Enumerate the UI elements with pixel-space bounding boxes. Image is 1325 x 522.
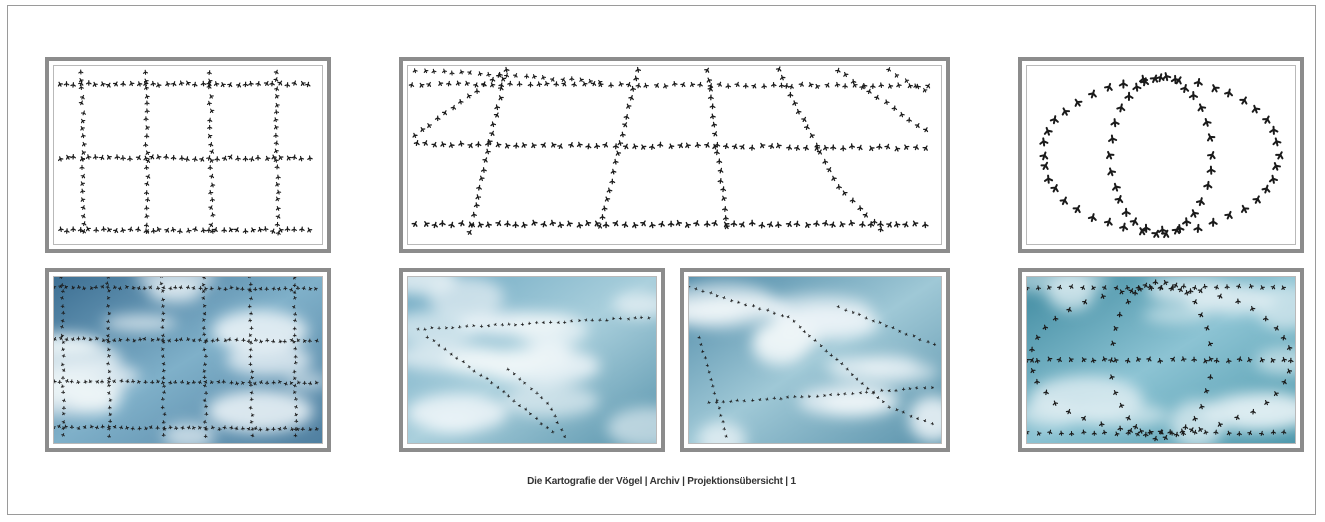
bird-line xyxy=(704,67,730,230)
bird-line xyxy=(506,367,567,438)
perspective-photo-left-image xyxy=(408,277,656,443)
bird-line xyxy=(697,335,728,438)
bird-line xyxy=(413,140,928,152)
bird-line xyxy=(775,66,884,233)
bird-line xyxy=(54,378,319,386)
bird-line xyxy=(273,69,282,236)
bird-line xyxy=(105,277,113,438)
grid-drawing-frame xyxy=(45,57,331,253)
bird-line xyxy=(54,424,319,432)
bird-line xyxy=(425,335,555,434)
bird-line xyxy=(54,336,319,344)
ring-photo-panel xyxy=(1026,276,1296,444)
ring-drawing-frame xyxy=(1018,57,1304,253)
perspective-drawing-image xyxy=(408,66,931,235)
grid-photo-image xyxy=(54,277,322,443)
bird-line xyxy=(596,66,642,229)
clouds xyxy=(689,281,941,443)
bird-line xyxy=(1108,279,1214,442)
ring-drawing-image xyxy=(1039,72,1284,239)
bird-line xyxy=(142,69,151,234)
bird-line xyxy=(58,153,313,162)
bird-line xyxy=(466,66,510,235)
perspective-photo-left-panel xyxy=(407,276,657,444)
perspective-drawing-panel xyxy=(407,65,942,245)
bird-line xyxy=(1027,283,1286,291)
bird-line xyxy=(411,219,929,229)
ring-photo-image xyxy=(1027,277,1295,443)
sheet: Die Kartografie der Vögel | Archiv | Pro… xyxy=(7,5,1316,515)
perspective-photo-right-panel xyxy=(688,276,942,444)
bird-line xyxy=(1027,356,1287,364)
bird-line xyxy=(412,71,503,139)
bird-line xyxy=(1027,429,1287,437)
clouds xyxy=(54,277,322,443)
bird-line xyxy=(57,80,311,88)
clouds xyxy=(1027,277,1295,443)
grid-drawing-image xyxy=(57,69,313,236)
bird-line xyxy=(835,67,929,133)
perspective-drawing-frame xyxy=(399,57,950,253)
bird-line xyxy=(412,68,603,85)
bird-line xyxy=(247,277,255,438)
bird-line xyxy=(886,67,928,93)
bird-line xyxy=(59,277,66,437)
grid-photo-frame xyxy=(45,268,331,452)
page-caption: Die Kartografie der Vögel | Archiv | Pro… xyxy=(527,476,796,487)
bird-line xyxy=(1029,285,1294,435)
bird-line xyxy=(408,80,931,90)
bird-line xyxy=(707,385,935,405)
perspective-photo-left-frame xyxy=(399,268,665,452)
perspective-photo-right-frame xyxy=(680,268,950,452)
bird-line xyxy=(78,69,87,234)
bird-line xyxy=(1039,73,1284,236)
bird-line xyxy=(689,284,934,426)
bird-line xyxy=(54,284,318,292)
grid-photo-panel xyxy=(53,276,323,444)
ring-photo-frame xyxy=(1018,268,1304,452)
bird-line xyxy=(159,277,167,437)
perspective-photo-right-image xyxy=(689,277,941,443)
bird-line xyxy=(1106,72,1216,239)
bird-line xyxy=(58,226,313,234)
bird-line xyxy=(836,305,937,346)
bird-line xyxy=(201,277,209,439)
grid-drawing-panel xyxy=(53,65,323,245)
ring-drawing-panel xyxy=(1026,65,1296,245)
bird-line xyxy=(416,315,651,331)
bird-line xyxy=(206,70,216,234)
bird-line xyxy=(291,277,299,438)
